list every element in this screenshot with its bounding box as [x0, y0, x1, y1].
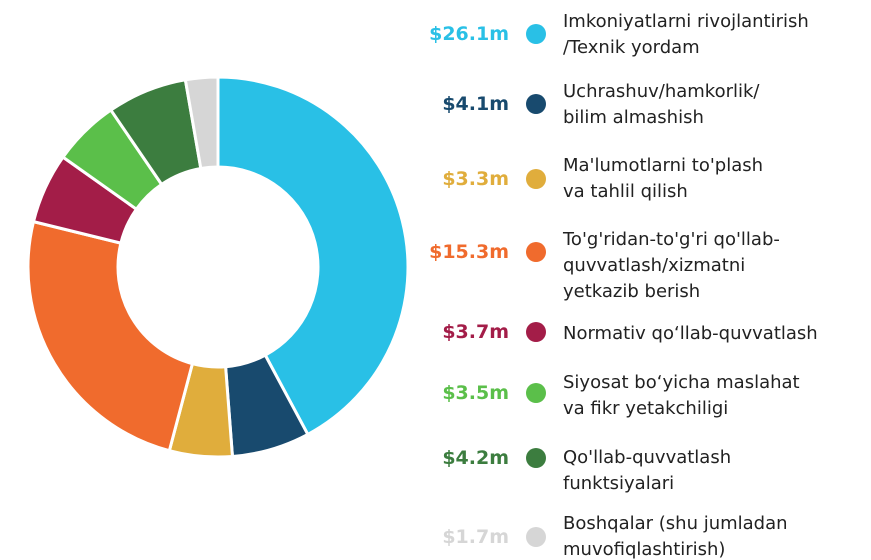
- value-label: $1.7m: [442, 526, 509, 548]
- legend-label: Imkoniyatlarni rivojlantirish /Texnik yo…: [563, 11, 809, 58]
- donut-slice: [26, 219, 195, 453]
- legend-label: Ma'lumotlarni to'plash va tahlil qilish: [563, 155, 764, 202]
- legend-label: Normativ qo‘llab-quvvatlash: [563, 323, 818, 344]
- value-label: $3.3m: [442, 168, 509, 190]
- legend-label: Qo'llab-quvvatlash funktsiyalari: [563, 447, 732, 494]
- legend-swatch: [526, 527, 546, 547]
- legend-label: Boshqalar (shu jumladan muvofiqlashtiris…: [563, 513, 788, 560]
- legend-label: To'g'ridan-to'g'ri qo'llab- quvvatlash/x…: [563, 229, 780, 302]
- legend-swatch: [526, 94, 546, 114]
- value-label: $3.7m: [442, 321, 509, 343]
- legend-swatch: [526, 242, 546, 262]
- value-label: $4.2m: [442, 447, 509, 469]
- legend-swatch: [526, 383, 546, 403]
- value-label: $15.3m: [429, 241, 509, 263]
- value-label: $4.1m: [442, 93, 509, 115]
- value-label: $26.1m: [429, 23, 509, 45]
- legend-label: Uchrashuv/hamkorlik/ bilim almashish: [563, 81, 760, 128]
- legend-swatch: [526, 24, 546, 44]
- donut-slice: [183, 75, 220, 171]
- donut-slice: [216, 75, 410, 437]
- legend-swatch: [526, 322, 546, 342]
- donut: [26, 75, 410, 459]
- legend-swatch: [526, 169, 546, 189]
- value-label: $3.5m: [442, 382, 509, 404]
- legend-label: Siyosat bo‘yicha maslahat va fikr yetakc…: [563, 372, 800, 419]
- legend-swatch: [526, 448, 546, 468]
